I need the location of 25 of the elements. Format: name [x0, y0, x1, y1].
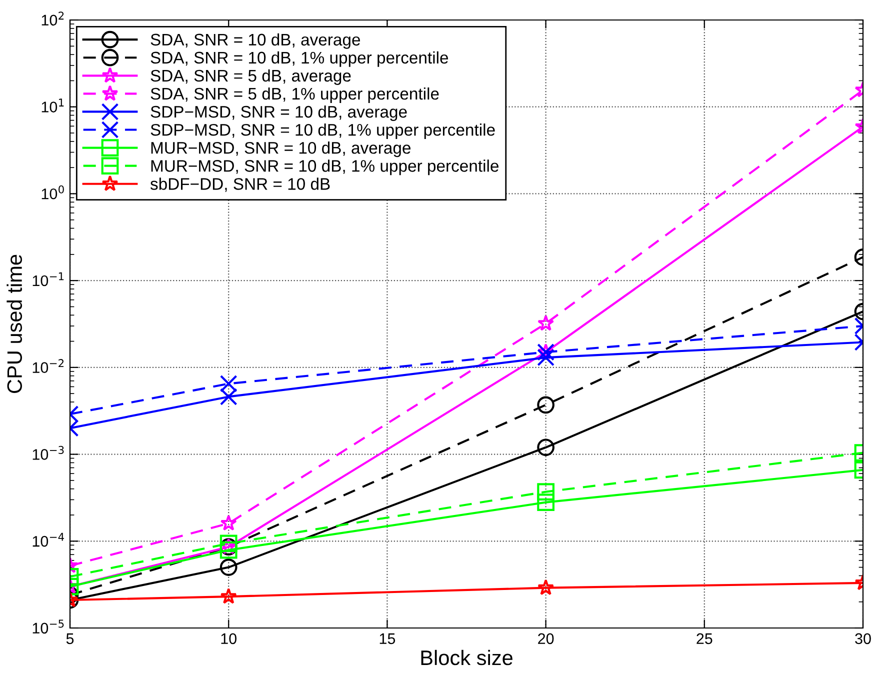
x-tick-label: 10 — [221, 633, 236, 644]
y-tick-label: 10$^{−2}$ — [32, 359, 64, 373]
y-axis-title: CPU used time — [6, 254, 22, 393]
legend-label: sbDF−DD, SNR = 10 dB — [150, 178, 330, 192]
legend-label: SDA, SNR = 5 dB, average — [150, 69, 351, 85]
legend-label: MUR−MSD, SNR = 10 dB, 1% upper percentile — [151, 160, 498, 176]
x-tick-label: 20 — [538, 633, 554, 644]
y-tick-label: 10$^{−5}$ — [32, 620, 64, 634]
x-tick-label: 25 — [696, 633, 712, 644]
y-tick-label: 10$^{−3}$ — [32, 446, 64, 460]
y-tick-label: 10$^{0}$ — [42, 185, 64, 200]
y-tick-label: 10$^{−4}$ — [32, 532, 64, 547]
x-axis-title: Block size — [421, 650, 512, 666]
y-tick-label: 10$^{1}$ — [42, 98, 64, 112]
y-tick-label: 10$^{2}$ — [42, 12, 64, 26]
legend-label: SDP−MSD, SNR = 10 dB, 1% upper percentile — [150, 124, 495, 140]
legend-label: SDA, SNR = 5 dB, 1% upper percentile — [150, 87, 439, 103]
legend-label: SDP−MSD, SNR = 10 dB, average — [150, 105, 407, 122]
legend-label: MUR−MSD, SNR = 10 dB, average — [151, 142, 410, 158]
x-tick-label: 15 — [380, 633, 396, 644]
legend-label: SDA, SNR = 10 dB, average — [150, 33, 360, 49]
x-tick-label: 30 — [855, 633, 871, 644]
x-tick-label: 5 — [66, 633, 74, 644]
legend-label: SDA, SNR = 10 dB, 1% upper percentile — [150, 51, 448, 67]
y-tick-label: 10$^{−1}$ — [32, 272, 64, 286]
